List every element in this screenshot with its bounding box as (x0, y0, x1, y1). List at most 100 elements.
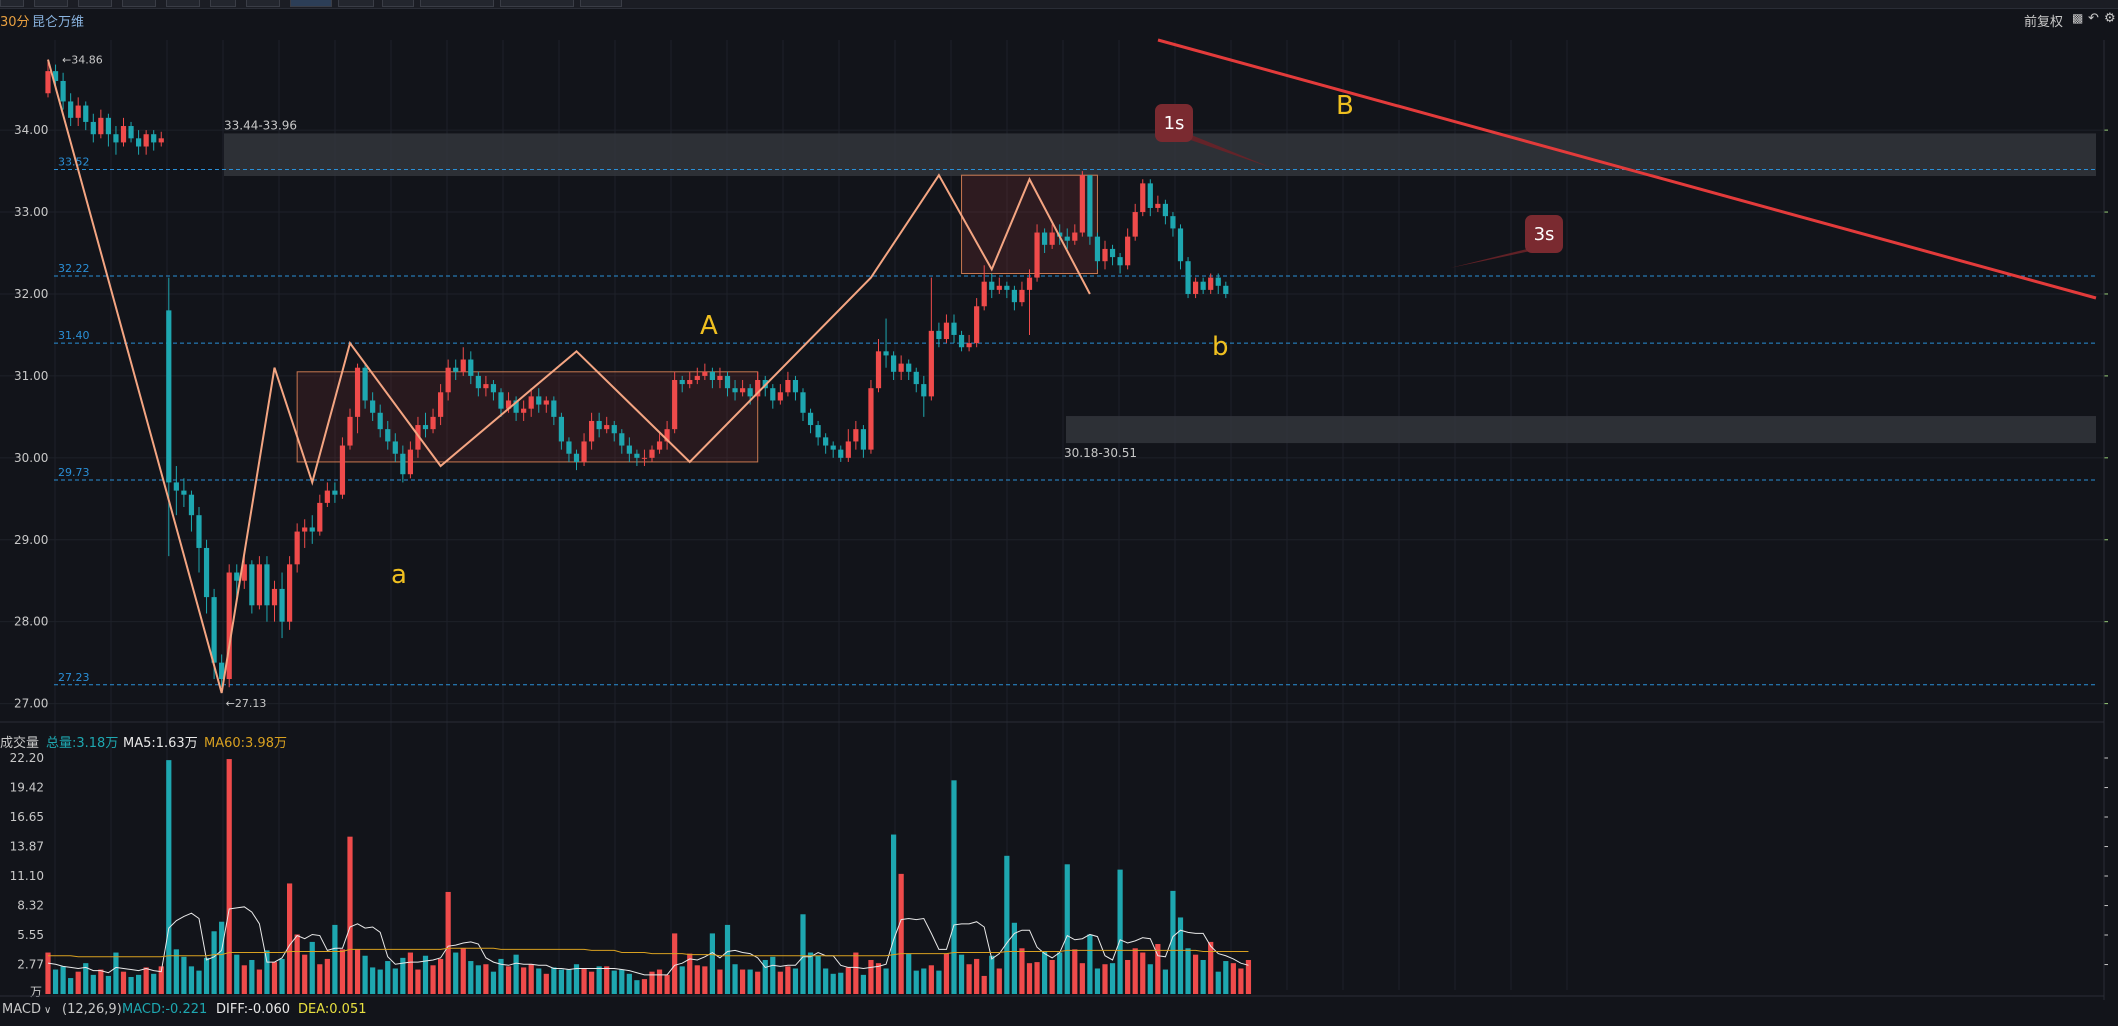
toolbar-button[interactable] (580, 0, 622, 7)
candle-body (1102, 248, 1108, 262)
toolbar-button[interactable] (122, 0, 156, 7)
candle-body (891, 355, 897, 372)
volume-tick-label: 16.65 (10, 810, 44, 824)
volume-bar (377, 969, 383, 994)
volume-bar (468, 961, 474, 994)
volume-bar (717, 969, 723, 994)
volume-bar (490, 971, 497, 994)
candle-body (672, 380, 678, 430)
toolbar-button[interactable] (34, 0, 68, 7)
candle-body (732, 388, 738, 393)
volume-bar (211, 931, 217, 994)
volume-bar (996, 968, 1002, 994)
candle-body (113, 134, 119, 143)
toolbar-button[interactable] (500, 0, 574, 7)
dea-value: DEA:0.051 (298, 1002, 367, 1017)
candle-body (815, 425, 821, 438)
macd-indicator-select[interactable]: MACD (2, 1002, 41, 1017)
price-tick-label: 30.00 (14, 451, 48, 465)
toolbar-button[interactable] (420, 0, 494, 7)
candle-body (302, 527, 308, 532)
volume-bar (868, 959, 874, 994)
toolbar-button[interactable] (210, 0, 236, 7)
volume-bar (143, 967, 149, 994)
price-tick-label: 27.00 (14, 697, 48, 711)
price-tick-label: 29.00 (14, 533, 48, 547)
volume-bar (611, 970, 617, 994)
lock-icon[interactable]: ▩ (2072, 11, 2084, 25)
candle-body (543, 400, 549, 405)
volume-bar (188, 966, 195, 994)
candle-body (740, 388, 746, 393)
volume-bar (974, 958, 980, 994)
volume-bar (928, 965, 934, 994)
volume-bar (785, 966, 791, 994)
candle-body (468, 359, 474, 376)
volume-bar (792, 968, 799, 994)
candle-body (339, 445, 346, 495)
volume-bar (317, 964, 323, 994)
volume-bar (543, 973, 549, 994)
toolbar-button[interactable] (382, 0, 414, 7)
candle-body (792, 380, 799, 393)
toolbar-button[interactable] (338, 0, 374, 7)
undo-icon[interactable]: ↶ (2088, 11, 2099, 26)
volume-bar (732, 964, 738, 994)
volume-bar (521, 967, 527, 994)
volume-bar (226, 759, 232, 994)
volume-bar (68, 978, 74, 994)
macd-params: (12,26,9) (62, 1002, 122, 1017)
volume-bar (672, 933, 678, 994)
candle-body (249, 564, 255, 606)
candle-body (1049, 232, 1055, 245)
volume-bar (777, 971, 783, 994)
candle-body (558, 416, 564, 442)
toolbar-button[interactable] (246, 0, 280, 7)
candle-body (490, 384, 497, 393)
candle-body (679, 380, 685, 385)
volume-chart (45, 759, 1252, 994)
toolbar-button[interactable] (78, 0, 112, 7)
settings-icon[interactable]: ⚙ (2104, 11, 2116, 26)
volume-bar (460, 948, 466, 994)
candle-body (309, 527, 315, 532)
candle-body (136, 138, 142, 147)
candle-body (181, 490, 187, 495)
candle-body (566, 441, 572, 454)
volume-bar (1245, 959, 1252, 994)
candle-body (166, 310, 172, 483)
volume-bar (241, 965, 247, 994)
candle-body (1087, 175, 1093, 237)
volume-bar (1230, 963, 1236, 994)
toolbar-button[interactable] (0, 0, 24, 7)
toolbar-button[interactable] (166, 0, 200, 7)
volume-bar (906, 953, 912, 994)
candle-body (936, 330, 942, 340)
volume-bar (445, 891, 451, 994)
period-label[interactable]: 30分 (0, 15, 30, 30)
volume-bar (830, 973, 836, 994)
candle-body (203, 547, 210, 598)
volume-unit-label: 万 (30, 985, 42, 999)
adjust-mode[interactable]: 前复权 (2024, 15, 2064, 30)
volume-tick-label: 2.77 (17, 958, 44, 972)
candle-body (68, 101, 74, 118)
candle-body (75, 105, 81, 118)
candle-body (1064, 236, 1070, 241)
volume-bar (1034, 962, 1040, 994)
candle-body (407, 449, 413, 475)
volume-bar (1238, 968, 1244, 994)
volume-bar (981, 975, 987, 994)
price-tick-label: 34.00 (14, 123, 48, 137)
trend-line (1157, 38, 2097, 300)
candle-body (883, 351, 889, 356)
volume-bar (90, 974, 96, 994)
candle-body (52, 71, 59, 81)
volume-bar (770, 956, 776, 994)
chevron-down-icon[interactable]: ∨ (44, 1005, 52, 1016)
candle-body (1208, 277, 1214, 290)
volume-bar (60, 966, 66, 994)
volume-bar (166, 760, 172, 994)
toolbar-button-active[interactable] (290, 0, 332, 7)
